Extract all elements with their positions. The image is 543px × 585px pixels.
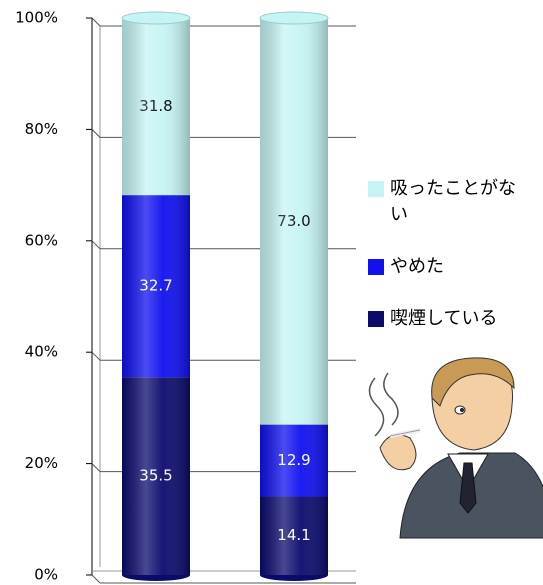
y-tick-label: 20% (25, 454, 58, 472)
grid-line (91, 17, 101, 27)
illustration (368, 357, 543, 539)
legend-label: 喫煙している (390, 308, 498, 329)
legend-swatch (368, 181, 384, 197)
bar-bottom (122, 575, 190, 581)
grid-line (91, 463, 101, 472)
legend-item: 吸ったことがない (368, 176, 538, 228)
legend: 吸ったことがないやめた喫煙している (368, 176, 538, 358)
y-tick-label: 60% (25, 231, 58, 249)
y-tick-label: 0% (34, 566, 58, 584)
grid-line (91, 240, 101, 250)
bar-shading (260, 18, 328, 575)
legend-label: やめた (390, 256, 444, 277)
grid-line (91, 574, 101, 584)
legend-label: 吸ったことがない (390, 178, 516, 225)
bar-shading (122, 18, 190, 575)
bar-top (259, 11, 329, 25)
y-tick-label: 40% (25, 343, 58, 361)
bar-top (121, 11, 191, 25)
legend-item: 喫煙している (368, 306, 538, 332)
bar-bottom (260, 575, 328, 581)
y-tick-label: 100% (15, 9, 58, 27)
legend-item: やめた (368, 254, 538, 280)
grid-line (91, 129, 101, 138)
grid-line (91, 351, 101, 361)
legend-swatch (368, 311, 384, 327)
y-tick-label: 80% (25, 120, 58, 138)
legend-swatch (368, 259, 384, 275)
